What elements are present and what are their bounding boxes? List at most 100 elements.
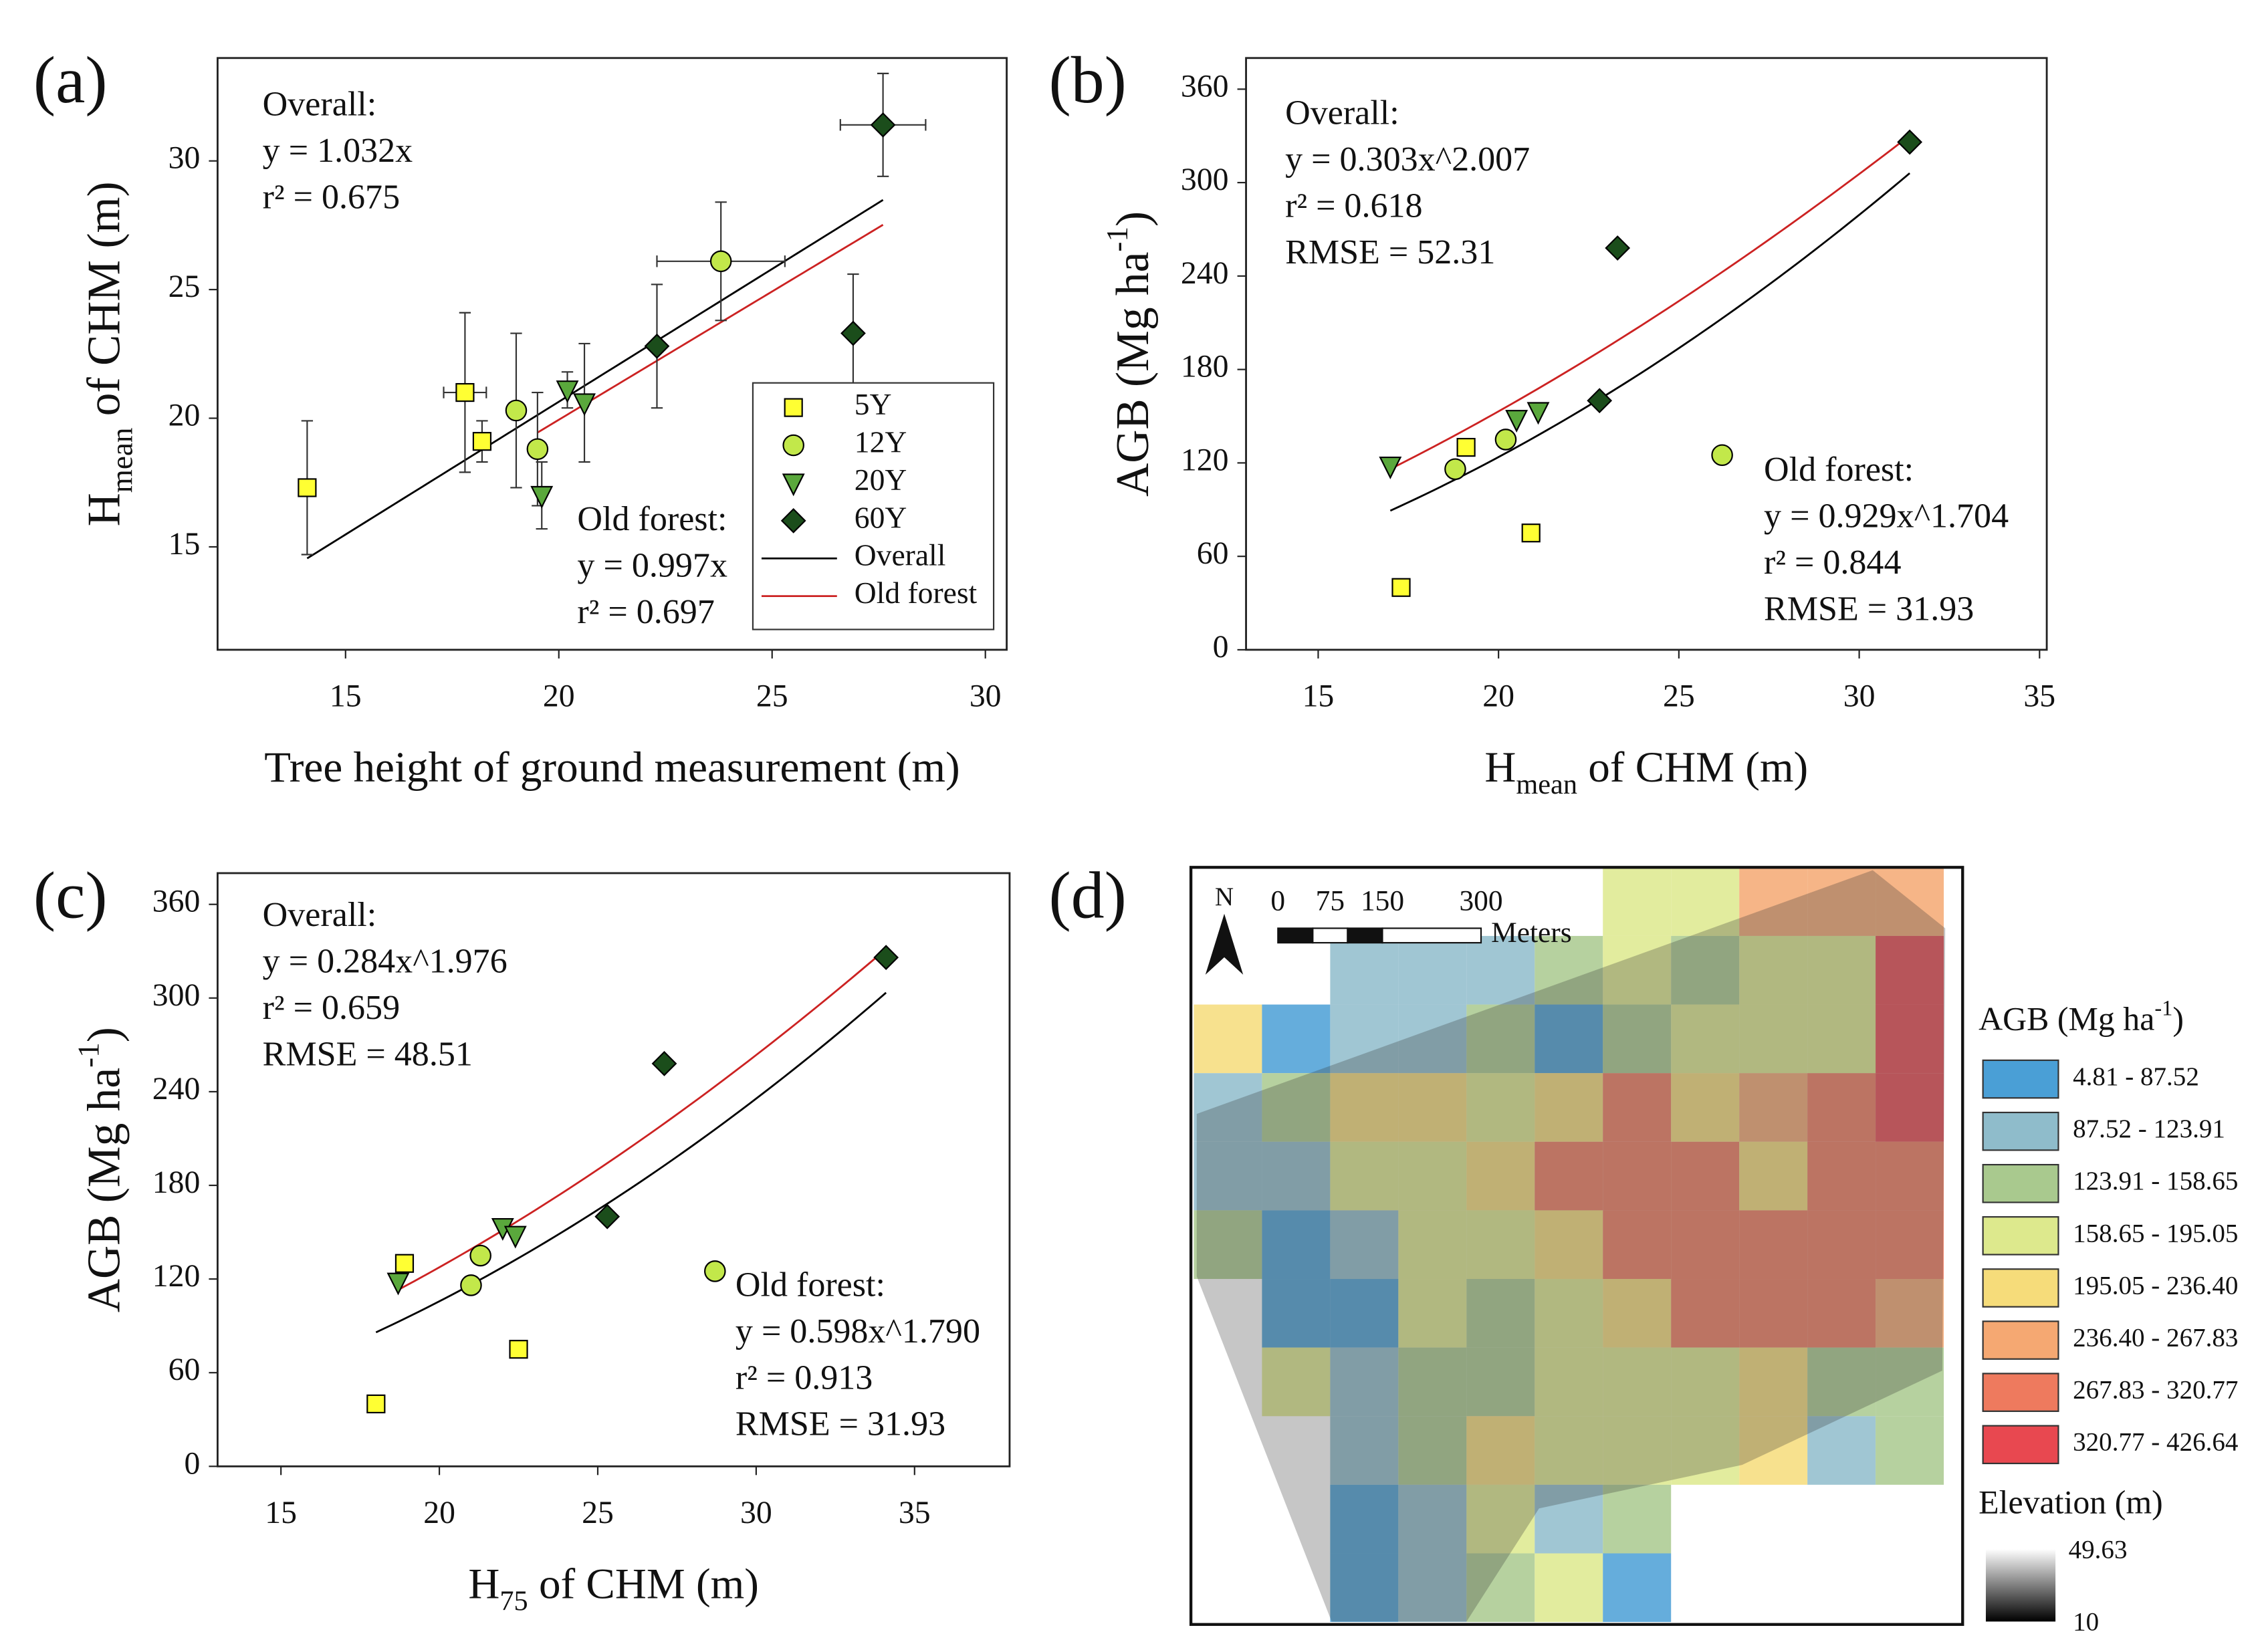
y-tick-label: 180 [1181,349,1229,384]
map-cell [1671,1279,1740,1348]
north-label: N [1215,882,1234,911]
map-cell [1603,1279,1672,1348]
map-cell [1603,1347,1672,1417]
legend-title-part: ) [2172,1001,2184,1038]
map-cell [1807,1141,1876,1211]
marker [840,320,866,346]
y-tick-label: 240 [152,1071,201,1106]
x-axis-label: H75 of CHM (m) [468,1560,759,1617]
map-cell [1466,1416,1535,1485]
legend-label: Overall [855,538,946,572]
marker [1605,235,1631,261]
map-cell [1466,1279,1535,1348]
map-cell [1807,867,1876,936]
elevation-overlay [1196,870,1946,1622]
marker [594,1203,620,1229]
legend-swatch [1982,1320,2059,1360]
y-tick-label: 60 [168,1352,201,1387]
map-cell [1535,1073,1603,1142]
map-cell [1739,1416,1808,1485]
map-cell [1466,1347,1535,1417]
fit-line [306,199,884,560]
map-cell [1466,935,1535,1005]
marker [556,380,579,404]
map-cell [1330,1484,1399,1554]
x-tick-label: 25 [582,1495,614,1530]
map-cell [1739,1210,1808,1280]
y-axis-label-part: -1 [72,1042,106,1068]
marker [1897,129,1922,155]
map-cell [1807,1416,1876,1485]
legend-swatch [1982,1216,2059,1256]
marker [455,382,475,402]
plot-frame [217,57,1008,651]
marker [1391,578,1411,597]
marker [782,473,805,497]
fit-line [537,224,884,434]
map-cell [1398,1279,1467,1348]
annotation: Overall: [263,85,377,123]
x-tick-label: 30 [970,679,1002,714]
marker [298,478,317,497]
scale-label: 75 [1316,885,1345,917]
map-cell [1876,1073,1944,1142]
x-axis-label-part: 75 [499,1586,528,1617]
legend-swatch [1982,1111,2059,1151]
map-cell [1535,1004,1603,1074]
map-cell [1330,1279,1399,1348]
map-cell [1466,1004,1535,1074]
map-cell [1466,1210,1535,1280]
map-cell [1876,1004,1944,1074]
map-cell [1398,935,1467,1005]
map-cell [1398,1347,1467,1417]
map-cell [1807,935,1876,1005]
marker [573,393,596,417]
legend-swatch [1982,1268,2059,1308]
map-cell [1739,867,1808,936]
map-cell [1194,1004,1262,1074]
map-cell [1739,1073,1808,1142]
legend-label: 267.83 - 320.77 [2073,1376,2238,1405]
scale-bar [1277,927,1314,944]
map-cell [1194,1141,1262,1211]
x-axis-label-part: H [1484,743,1516,792]
marker [1379,456,1402,479]
annotation: RMSE = 48.51 [263,1035,473,1073]
x-axis-label-part: H [468,1560,499,1608]
legend-label: 4.81 - 87.52 [2073,1062,2199,1091]
y-axis-label-part: mean [106,428,139,493]
annotation: r² = 0.697 [577,593,714,631]
y-axis-label-part: ) [79,1027,130,1042]
marker [386,1272,410,1296]
annotation: y = 1.032x [263,132,413,170]
x-tick-label: 15 [1303,679,1335,714]
x-tick-label: 30 [740,1495,772,1530]
map-cell [1603,935,1672,1005]
map-cell [1603,1004,1672,1074]
plot-frame [1245,57,2048,651]
map-cell [1603,867,1672,936]
elevation-title: Elevation (m) [1979,1484,2163,1520]
annotation: Old forest: [736,1266,885,1304]
x-tick-label: 35 [2023,679,2055,714]
map-cell [1876,1210,1944,1280]
y-tick-label: 25 [168,269,201,304]
annotation: Overall: [263,896,377,934]
legend-label: 20Y [855,463,907,497]
annotation: Overall: [1285,94,1399,132]
map-cell [1603,1416,1672,1485]
x-tick-label: 20 [1482,679,1514,714]
map-cell [1876,935,1944,1005]
fit-line [1389,172,1911,512]
x-tick-label: 35 [899,1495,931,1530]
x-axis-label-part: mean [1516,769,1577,800]
map-cell [1466,1141,1535,1211]
marker [1587,388,1613,414]
map-cell [1671,1141,1740,1211]
map-cell [1194,1210,1262,1280]
legend-box [752,382,995,630]
map-cell [1398,1004,1467,1074]
annotation: Old forest: [577,500,727,538]
map-cell [1535,1347,1603,1417]
scale-bar [1381,927,1482,944]
